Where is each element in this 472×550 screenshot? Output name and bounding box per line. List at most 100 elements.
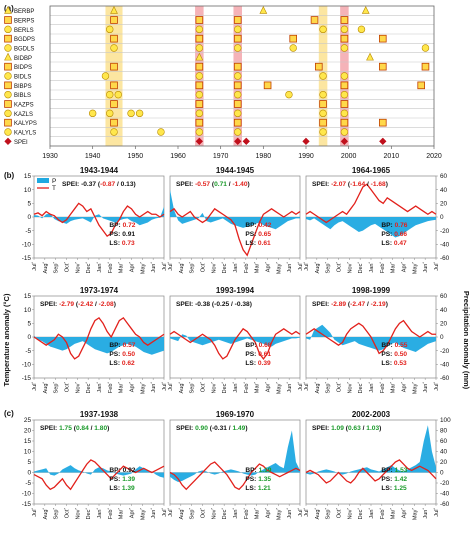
x-tick-mark: * <box>253 508 258 510</box>
diamond-marker <box>302 137 310 146</box>
square-marker <box>195 100 204 108</box>
subplot-1969-1970: 1969-1970 SPEI: 0.90 (-0.31 / 1.49) BP: 1.… <box>166 410 304 520</box>
circle-marker <box>195 90 204 99</box>
x-tick-mark: * <box>73 262 78 264</box>
y-left-tick-label: -10 <box>22 242 32 249</box>
x-tick-label: Dec* <box>356 262 364 274</box>
spei-value: / <box>365 301 371 308</box>
x-tick-label: 1930 <box>42 153 58 160</box>
x-tick-label: 1960 <box>170 153 186 160</box>
square-marker <box>319 118 327 127</box>
circle-marker <box>319 128 327 136</box>
spei-value: -0.25 <box>214 301 229 308</box>
square-marker <box>417 81 425 90</box>
legend-label-bidbp: BIDBP <box>14 56 32 62</box>
x-tick-mark: * <box>302 382 307 384</box>
x-tick-mark: * <box>73 508 78 510</box>
x-tick-label: Mar* <box>117 262 125 274</box>
x-tick-mark: * <box>432 382 437 384</box>
stat-value: 0.57 <box>123 342 136 349</box>
circle-marker <box>340 90 349 99</box>
temp-line <box>169 327 301 360</box>
x-tick-mark: * <box>296 262 301 264</box>
circle-marker <box>101 72 110 80</box>
legend-label-kazps: KAZPS <box>14 103 34 109</box>
y-left-tick-label: 10 <box>24 187 32 194</box>
temp-line <box>305 319 436 355</box>
square-marker <box>195 34 204 43</box>
spei-value: ( <box>74 301 79 308</box>
spei-value: ( <box>208 425 213 432</box>
circle-marker <box>319 90 327 99</box>
spei-value: -1.64 <box>350 181 365 188</box>
x-tick-mark: * <box>160 382 165 384</box>
square-marker <box>233 81 242 90</box>
stat-key: PS: <box>245 231 258 238</box>
x-tick-mark: * <box>313 508 318 510</box>
x-tick-mark: * <box>160 508 165 510</box>
x-tick-mark: * <box>302 262 307 264</box>
x-tick-label: Nov* <box>73 382 81 394</box>
triangle-marker <box>110 5 118 14</box>
x-tick-mark: * <box>95 382 100 384</box>
x-tick-label: Sep* <box>188 382 196 394</box>
spei-value: ) <box>250 301 252 308</box>
spei-value: / <box>365 181 371 188</box>
spei-value: -0.87 <box>100 181 115 188</box>
x-tick-label: Mar* <box>253 508 261 520</box>
spei-value: -1.40 <box>232 181 247 188</box>
x-tick-mark: * <box>128 508 133 510</box>
spei-value: ) <box>379 425 381 432</box>
y-right-tick-label: 20 <box>440 459 448 466</box>
y-right-tick-label: 100 <box>440 417 451 424</box>
x-tick-mark: * <box>285 262 290 264</box>
stat-ls: LS: 1.39 <box>109 485 135 492</box>
legend-label-kalyls: KALYLS <box>14 131 36 137</box>
x-tick-label: Aug* <box>177 262 185 274</box>
y-left-tick-label: 15 <box>24 173 32 180</box>
y-right-tick-label: -60 <box>440 501 450 508</box>
square-marker <box>314 62 323 71</box>
panel-a-frame <box>49 5 435 147</box>
x-tick-mark: * <box>199 382 204 384</box>
circle-marker <box>195 128 204 136</box>
circle-marker <box>340 109 349 118</box>
x-tick-label: May* <box>410 262 418 275</box>
x-tick-mark: * <box>285 508 290 510</box>
square-marker <box>340 16 349 24</box>
spei-value: -0.37 <box>81 181 96 188</box>
circle-marker <box>340 25 349 34</box>
x-tick-label: May* <box>410 382 418 395</box>
x-tick-label: Apr* <box>128 382 136 393</box>
square-marker <box>340 100 349 108</box>
spei-value: / <box>93 301 99 308</box>
x-tick-mark: * <box>209 382 214 384</box>
legend-marker-bgdps <box>4 34 12 43</box>
diamond-marker <box>379 137 387 146</box>
x-tick-mark: * <box>149 508 154 510</box>
x-tick-label: Jul* <box>302 508 310 517</box>
x-tick-mark: * <box>199 508 204 510</box>
legend-label-bgdls: BGDLS <box>14 47 34 53</box>
x-tick-label: Jul* <box>296 262 304 271</box>
x-tick-label: Aug* <box>177 382 185 394</box>
x-tick-mark: * <box>30 508 35 510</box>
subplot-title: 1937-1938 <box>80 410 119 419</box>
x-tick-mark: * <box>253 262 258 264</box>
x-tick-mark: * <box>302 508 307 510</box>
stat-key: LS: <box>245 360 257 367</box>
square-marker <box>110 118 118 127</box>
stat-value: 0.47 <box>394 240 407 247</box>
stat-key: PS: <box>245 351 258 358</box>
x-tick-label: Jun* <box>285 508 293 519</box>
spei-value: / <box>89 425 95 432</box>
square-marker <box>233 118 242 127</box>
triangle-marker <box>195 52 204 61</box>
spei-value: / <box>229 301 235 308</box>
stat-value: 0.53 <box>394 360 407 367</box>
x-tick-mark: * <box>378 508 383 510</box>
stat-key: BP: <box>109 467 122 474</box>
panel-label-b: (b) <box>4 171 15 180</box>
spei-value: 0.63 <box>348 425 361 432</box>
